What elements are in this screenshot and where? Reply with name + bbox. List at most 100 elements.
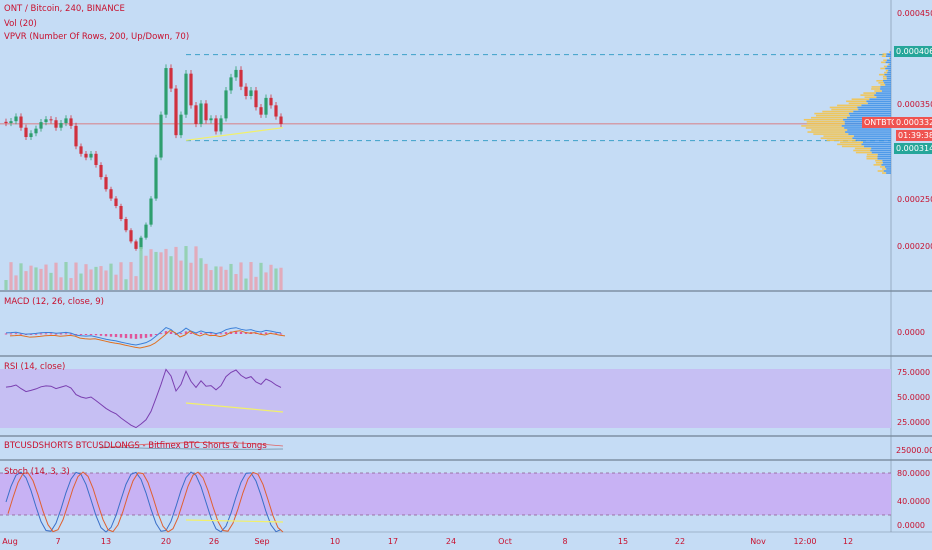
vpvr-down-bar xyxy=(883,59,887,62)
vpvr-down-bar xyxy=(803,118,844,121)
countdown-tag: 01:39:38 xyxy=(896,130,932,141)
vpvr-up-bar xyxy=(882,162,891,164)
candle-body xyxy=(64,118,68,124)
candle-body xyxy=(69,118,73,126)
vpvr-up-bar xyxy=(886,77,891,80)
volume-bar xyxy=(19,263,23,290)
vpvr-down-bar xyxy=(879,166,885,168)
macd-histogram-bar xyxy=(19,333,23,335)
vpvr-down-bar xyxy=(882,172,887,174)
vpvr-up-bar xyxy=(877,157,891,160)
candle-body xyxy=(14,116,18,122)
candle-body xyxy=(49,119,53,121)
candle-body xyxy=(264,97,268,115)
vpvr-up-bar xyxy=(889,57,891,60)
candle-body xyxy=(179,114,183,136)
volume-bar xyxy=(114,274,118,290)
vpvr-label[interactable]: VPVR (Number Of Rows, 200, Up/Down, 70) xyxy=(4,32,190,42)
vpvr-down-bar xyxy=(840,141,864,144)
rsi-band xyxy=(0,369,891,428)
candle-body xyxy=(84,153,88,158)
vpvr-up-bar xyxy=(867,102,891,105)
candle-body xyxy=(59,123,63,128)
vpvr-down-bar xyxy=(883,65,888,68)
macd-histogram-bar xyxy=(219,333,223,335)
vpvr-up-bar xyxy=(882,159,891,162)
vpvr-down-bar xyxy=(887,63,890,66)
stoch-tick: 80.0000 xyxy=(897,469,931,478)
vpvr-up-bar xyxy=(876,96,891,98)
macd-signal-line xyxy=(9,329,286,349)
volume-bar xyxy=(214,266,218,290)
vpvr-down-bar xyxy=(882,53,887,55)
macd-histogram-bar xyxy=(259,333,263,335)
macd-histogram-bar xyxy=(39,333,43,335)
shorts-longs-label[interactable]: BTCUSDSHORTS BTCUSDLONGS - Bitfinex BTC … xyxy=(4,441,267,451)
vpvr-down-bar xyxy=(874,90,882,92)
vpvr-down-bar xyxy=(873,164,882,166)
stoch-label[interactable]: Stoch (14, 3, 3) xyxy=(4,467,70,477)
symbol-title[interactable]: ONT / Bitcoin, 240, BINANCE xyxy=(4,4,125,14)
volume-bar xyxy=(209,270,213,290)
candle-body xyxy=(89,153,93,158)
volume-bar xyxy=(139,247,143,290)
x-tick: 13 xyxy=(100,537,112,546)
macd-histogram-bar xyxy=(214,333,218,335)
vpvr-up-bar xyxy=(886,53,891,55)
candle-body xyxy=(54,120,58,128)
macd-label[interactable]: MACD (12, 26, close, 9) xyxy=(4,297,104,307)
price-tick: 0.0004500 xyxy=(897,9,932,18)
candle-body xyxy=(274,105,278,117)
vpvr-up-bar xyxy=(877,155,891,158)
volume-bar xyxy=(134,276,138,290)
vpvr-up-bar xyxy=(870,149,891,152)
vpvr-down-bar xyxy=(855,151,872,154)
macd-histogram-bar xyxy=(99,334,103,336)
macd-histogram-bar xyxy=(199,332,203,334)
candle-body xyxy=(79,146,83,154)
volume-bar xyxy=(229,263,233,290)
volume-bar xyxy=(174,246,178,290)
volume-bar xyxy=(34,267,38,290)
volume-label[interactable]: Vol (20) xyxy=(4,19,37,29)
macd-histogram-bar xyxy=(79,334,83,335)
candle-body xyxy=(219,118,223,132)
volume-bar xyxy=(189,262,193,290)
vpvr-down-bar xyxy=(881,55,886,57)
stoch-trendline xyxy=(185,519,284,523)
candle-body xyxy=(44,119,48,123)
candle-body xyxy=(164,68,168,115)
vpvr-up-bar xyxy=(880,88,891,90)
volume-bar xyxy=(279,267,283,290)
volume-bar xyxy=(219,266,223,290)
vpvr-down-bar xyxy=(811,116,848,119)
vpvr-down-bar xyxy=(831,108,859,111)
vpvr-down-bar xyxy=(881,61,886,64)
rsi-label[interactable]: RSI (14, close) xyxy=(4,362,66,372)
x-tick: 15 xyxy=(617,537,629,546)
vpvr-down-bar xyxy=(813,133,849,135)
candle-body xyxy=(109,189,113,199)
volume-bar xyxy=(24,271,28,290)
macd-histogram-bar xyxy=(44,333,48,335)
vpvr-down-bar xyxy=(837,104,862,107)
macd-histogram-bar xyxy=(89,334,93,335)
longs-line xyxy=(99,446,284,450)
x-tick: 22 xyxy=(674,537,686,546)
volume-bar xyxy=(239,262,243,290)
x-tick: 10 xyxy=(329,537,341,546)
candle-body xyxy=(174,88,178,136)
macd-histogram-bar xyxy=(119,334,123,338)
macd-histogram-bar xyxy=(279,333,283,335)
candle-body xyxy=(29,133,33,138)
volume-bar xyxy=(199,258,203,290)
volume-bar xyxy=(259,262,263,290)
candle-body xyxy=(94,153,98,165)
candle-body xyxy=(154,157,158,199)
volume-bar xyxy=(69,278,73,290)
candle-body xyxy=(184,73,188,115)
stoch-d-line xyxy=(7,471,284,533)
vpvr-up-bar xyxy=(887,65,891,68)
